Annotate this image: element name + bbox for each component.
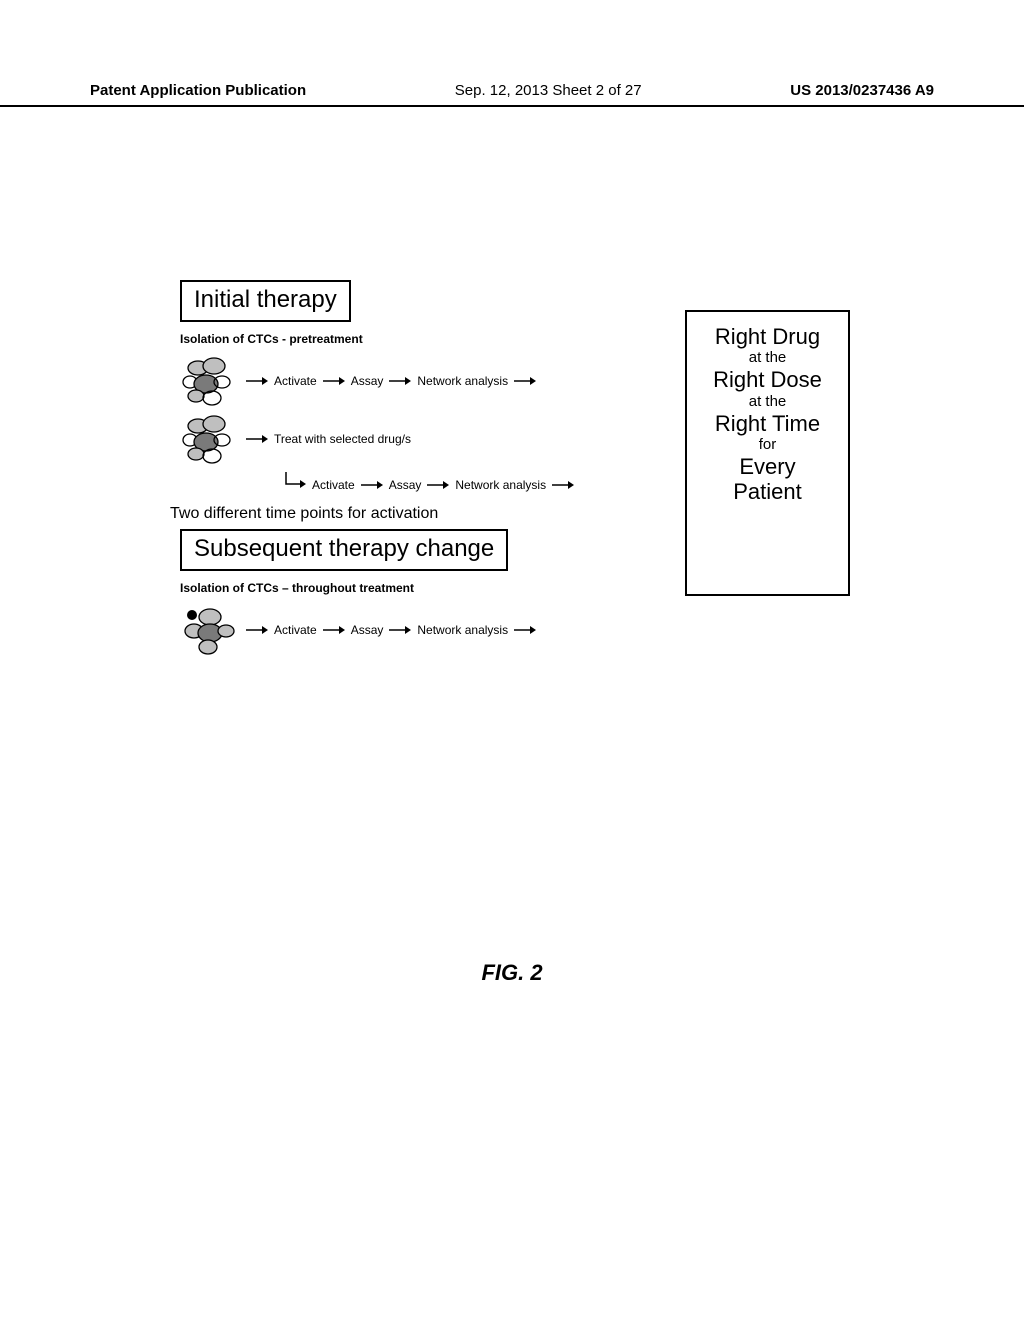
arrow-icon (389, 376, 411, 386)
arrow-icon (514, 625, 536, 635)
rb-line: Patient (697, 479, 838, 504)
arrow-icon (427, 480, 449, 490)
subhead-pretreatment: Isolation of CTCs - pretreatment (180, 332, 610, 346)
rb-line: Right Drug (697, 324, 838, 349)
step-assay: Assay (351, 374, 384, 388)
flow-row-1: Activate Assay Network analysis (180, 356, 610, 406)
rb-line: Every (697, 454, 838, 479)
header-center: Sep. 12, 2013 Sheet 2 of 27 (455, 82, 642, 99)
rb-line: for (697, 436, 838, 454)
rb-line: at the (697, 393, 838, 411)
arrow-icon (246, 434, 268, 444)
rb-line: Right Dose (697, 367, 838, 392)
header-left: Patent Application Publication (90, 82, 306, 99)
elbow-arrow-icon (284, 472, 306, 497)
step-network: Network analysis (417, 374, 508, 388)
rb-line: at the (697, 349, 838, 367)
page-header: Patent Application Publication Sep. 12, … (0, 82, 1024, 107)
right-summary-box: Right Drug at the Right Dose at the Righ… (685, 310, 850, 596)
arrow-icon (552, 480, 574, 490)
step-network: Network analysis (417, 623, 508, 637)
arrow-icon (514, 376, 536, 386)
flow-row-3: Activate Assay Network analysis (284, 472, 610, 497)
title-subsequent-therapy: Subsequent therapy change (180, 529, 508, 571)
arrow-icon (323, 625, 345, 635)
step-activate: Activate (312, 478, 355, 492)
note-two-timepoints: Two different time points for activation (170, 505, 610, 523)
step-assay: Assay (351, 623, 384, 637)
step-treat: Treat with selected drug/s (274, 432, 411, 446)
step-assay: Assay (389, 478, 422, 492)
title-initial-therapy: Initial therapy (180, 280, 351, 322)
arrow-icon (246, 376, 268, 386)
main-column: Initial therapy Isolation of CTCs - pret… (180, 280, 610, 663)
cells-icon (180, 414, 240, 464)
step-activate: Activate (274, 623, 317, 637)
figure-label: FIG. 2 (0, 960, 1024, 986)
arrow-icon (323, 376, 345, 386)
header-right: US 2013/0237436 A9 (790, 82, 934, 99)
step-activate: Activate (274, 374, 317, 388)
arrow-icon (389, 625, 411, 635)
cells-icon (180, 605, 240, 655)
diagram-area: Initial therapy Isolation of CTCs - pret… (180, 280, 850, 663)
flow-row-2: Treat with selected drug/s (180, 414, 610, 464)
arrow-icon (361, 480, 383, 490)
subhead-throughout: Isolation of CTCs – throughout treatment (180, 581, 610, 595)
rb-line: Right Time (697, 411, 838, 436)
page: Patent Application Publication Sep. 12, … (0, 0, 1024, 1320)
cells-icon (180, 356, 240, 406)
step-network: Network analysis (455, 478, 546, 492)
flow-row-4: Activate Assay Network analysis (180, 605, 610, 655)
arrow-icon (246, 625, 268, 635)
